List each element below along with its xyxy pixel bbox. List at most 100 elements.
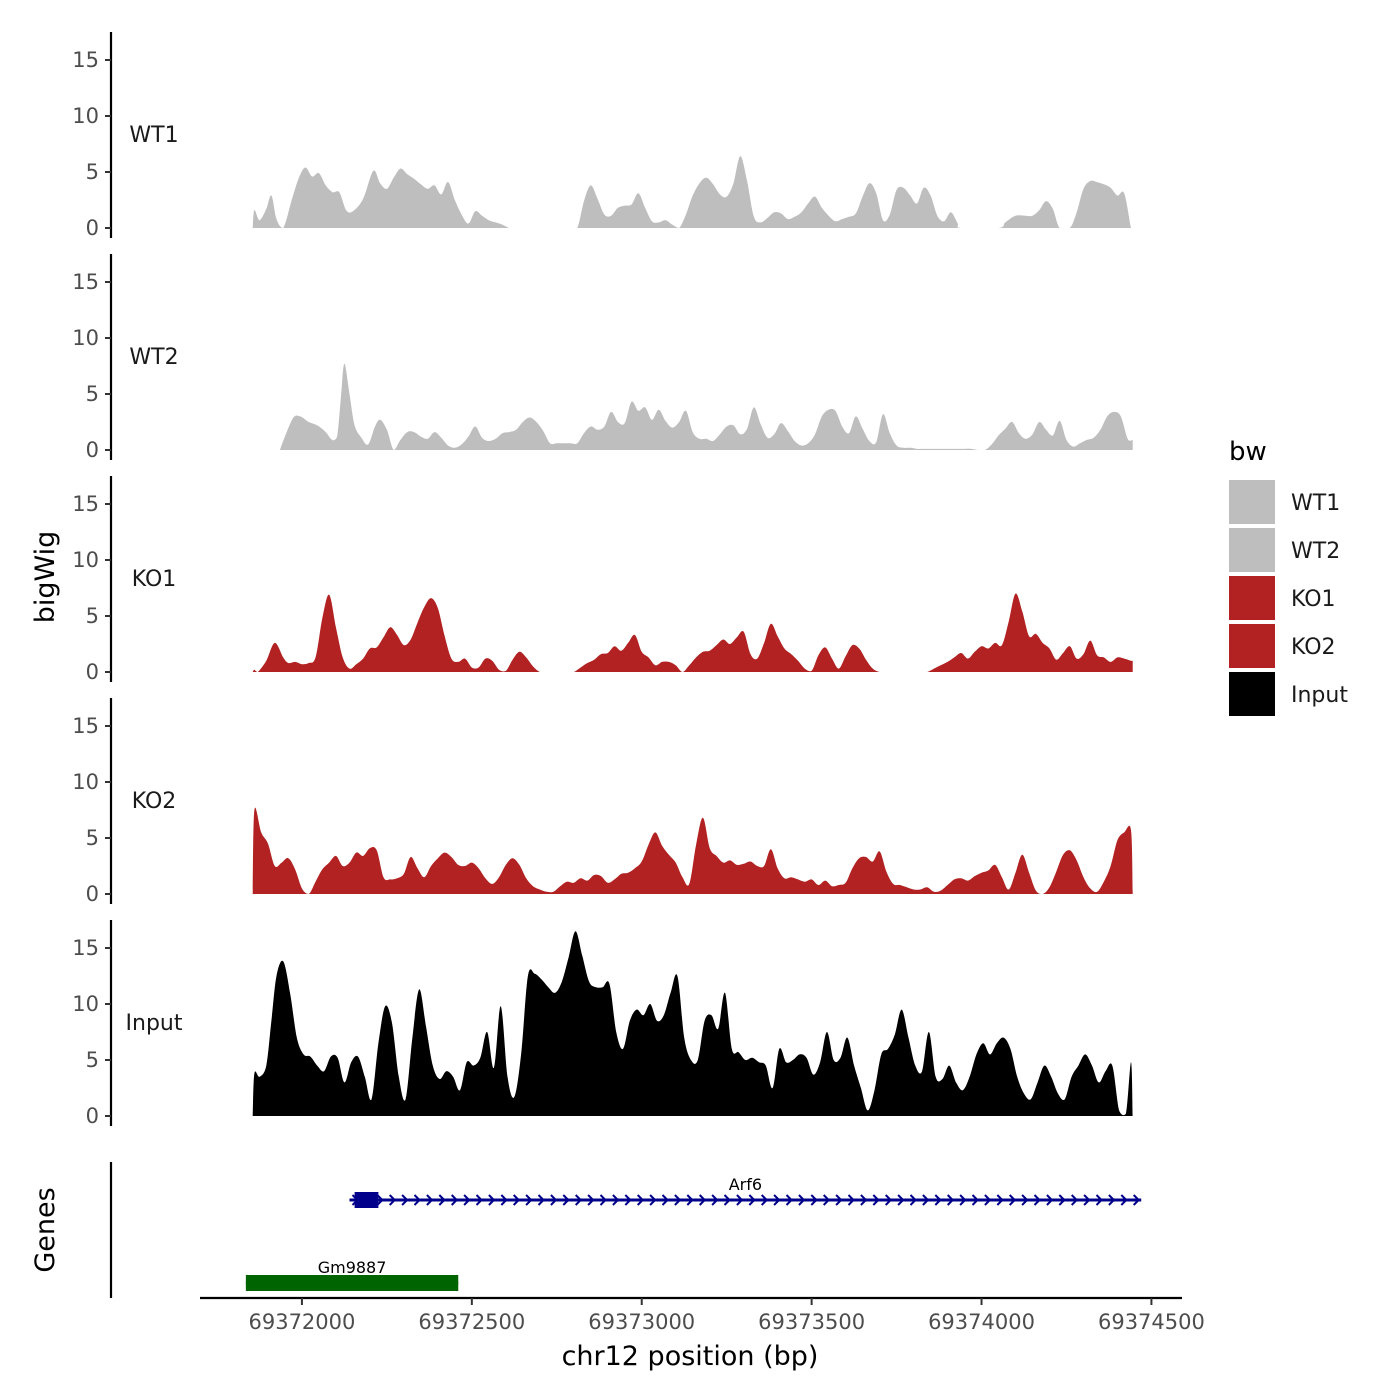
- x-tick-label: 69373500: [758, 1310, 865, 1334]
- strand-chevron: [636, 1194, 645, 1206]
- strand-chevron: [475, 1194, 483, 1206]
- legend-title: bw: [1229, 437, 1267, 467]
- y-tick-label: 10: [72, 992, 99, 1016]
- x-tick-label: 69372000: [248, 1310, 355, 1334]
- strand-chevron: [822, 1194, 831, 1206]
- strand-chevron: [612, 1194, 620, 1206]
- gene-gm9887: Gm9887: [245, 1258, 459, 1291]
- legend-swatch: [1229, 528, 1275, 572]
- legend-entry-wt1: WT1: [1229, 480, 1340, 524]
- strand-chevron: [661, 1194, 669, 1206]
- genes-panel: Arf6 Gm9887: [109, 1162, 1142, 1298]
- x-tick-label: 69372500: [418, 1310, 525, 1334]
- x-axis-ticks: 69372000 69372500 69373000 69373500 69374000…: [248, 1298, 1205, 1334]
- legend-label: KO1: [1291, 587, 1336, 612]
- strand-chevron: [1132, 1194, 1141, 1206]
- y-tick-label: 10: [72, 104, 99, 128]
- y-tick-label: 15: [72, 270, 99, 294]
- strand-chevron: [388, 1194, 397, 1206]
- strand-chevron: [897, 1194, 905, 1206]
- strand-chevron: [922, 1194, 930, 1206]
- gene-label-arf6: Arf6: [729, 1175, 762, 1194]
- strand-chevron: [624, 1194, 632, 1206]
- strand-chevron: [426, 1194, 434, 1206]
- strand-chevron: [1046, 1194, 1054, 1206]
- genes-panel-title: Genes: [30, 1187, 61, 1272]
- y-tick-label: 5: [86, 382, 99, 406]
- y-tick-label: 0: [86, 660, 99, 684]
- strand-chevron: [748, 1194, 756, 1206]
- y-tick-label: 15: [72, 714, 99, 738]
- y-tick-label: 15: [72, 492, 99, 516]
- strand-chevron: [1083, 1194, 1091, 1206]
- y-tick-label: 0: [86, 216, 99, 240]
- y-tick-label: 15: [72, 48, 99, 72]
- strand-chevron: [860, 1194, 868, 1206]
- legend-swatch: [1229, 672, 1275, 716]
- strand-chevron: [649, 1194, 657, 1206]
- strand-chevron: [562, 1194, 570, 1206]
- strand-chevron: [946, 1194, 955, 1206]
- gene-exon: [354, 1192, 379, 1208]
- strand-chevron: [760, 1194, 769, 1206]
- legend-swatch: [1229, 624, 1275, 668]
- strand-chevron: [1108, 1194, 1116, 1206]
- track-input: 0 5 10 15 Input: [72, 920, 1133, 1128]
- strand-chevron: [550, 1194, 558, 1206]
- strand-chevron: [450, 1194, 459, 1206]
- strand-chevron: [512, 1194, 521, 1206]
- strand-chevron: [463, 1194, 471, 1206]
- strand-chevron: [909, 1194, 917, 1206]
- strand-chevron: [438, 1194, 446, 1206]
- track-label-ko2: KO2: [132, 789, 177, 814]
- strand-chevron: [835, 1194, 843, 1206]
- strand-chevron: [1095, 1194, 1103, 1206]
- legend: bw WT1 WT2 KO1 KO2 Input: [1229, 437, 1348, 716]
- legend-label: WT1: [1291, 491, 1340, 516]
- legend-entry-ko2: KO2: [1229, 624, 1336, 668]
- track-wt2: 0 5 10 15 WT2: [72, 254, 1133, 462]
- strand-chevron: [1033, 1194, 1041, 1206]
- strand-chevron: [376, 1194, 384, 1206]
- legend-swatch: [1229, 480, 1275, 524]
- strand-chevron: [810, 1194, 818, 1206]
- track-label-wt1: WT1: [129, 123, 178, 148]
- y-tick-label: 10: [72, 548, 99, 572]
- gene-label-gm9887: Gm9887: [318, 1258, 387, 1277]
- strand-chevron: [686, 1194, 694, 1206]
- legend-label: KO2: [1291, 635, 1336, 660]
- strand-chevron: [773, 1194, 781, 1206]
- legend-swatch: [1229, 576, 1275, 620]
- y-tick-label: 5: [86, 604, 99, 628]
- legend-label: Input: [1291, 683, 1348, 708]
- strand-chevron: [984, 1194, 992, 1206]
- track-label-ko1: KO1: [132, 567, 177, 592]
- strand-chevron: [1070, 1194, 1079, 1206]
- y-tick-label: 0: [86, 438, 99, 462]
- strand-chevron: [847, 1194, 855, 1206]
- legend-entry-input: Input: [1229, 672, 1348, 716]
- track-label-input: Input: [126, 1011, 183, 1036]
- x-tick-label: 69373000: [588, 1310, 695, 1334]
- track-ko1: 0 5 10 15 KO1: [72, 476, 1133, 684]
- legend-label: WT2: [1291, 539, 1340, 564]
- legend-entries: WT1 WT2 KO1 KO2 Input: [1229, 480, 1348, 716]
- strand-chevron: [996, 1194, 1004, 1206]
- coverage-tracks: 0 5 10 15 WT1 0 5 10 15 WT2 0 5 10 15 KO1 0 5 10 15 KO2 0 5 10…: [72, 32, 1133, 1128]
- gene-exon: [245, 1275, 459, 1291]
- strand-chevron: [500, 1194, 508, 1206]
- y-tick-label: 10: [72, 770, 99, 794]
- strand-chevron: [525, 1194, 533, 1206]
- y-tick-label: 15: [72, 936, 99, 960]
- strand-chevron: [798, 1194, 806, 1206]
- strand-chevron: [971, 1194, 979, 1206]
- y-tick-label: 5: [86, 826, 99, 850]
- track-wt1: 0 5 10 15 WT1: [72, 32, 1133, 240]
- y-axis-title: bigWig: [30, 531, 61, 624]
- strand-chevron: [698, 1194, 707, 1206]
- strand-chevron: [488, 1194, 496, 1206]
- strand-chevron: [587, 1194, 595, 1206]
- coverage-area-wt2: [279, 363, 1133, 450]
- strand-chevron: [1021, 1194, 1029, 1206]
- strand-chevron: [1008, 1194, 1017, 1206]
